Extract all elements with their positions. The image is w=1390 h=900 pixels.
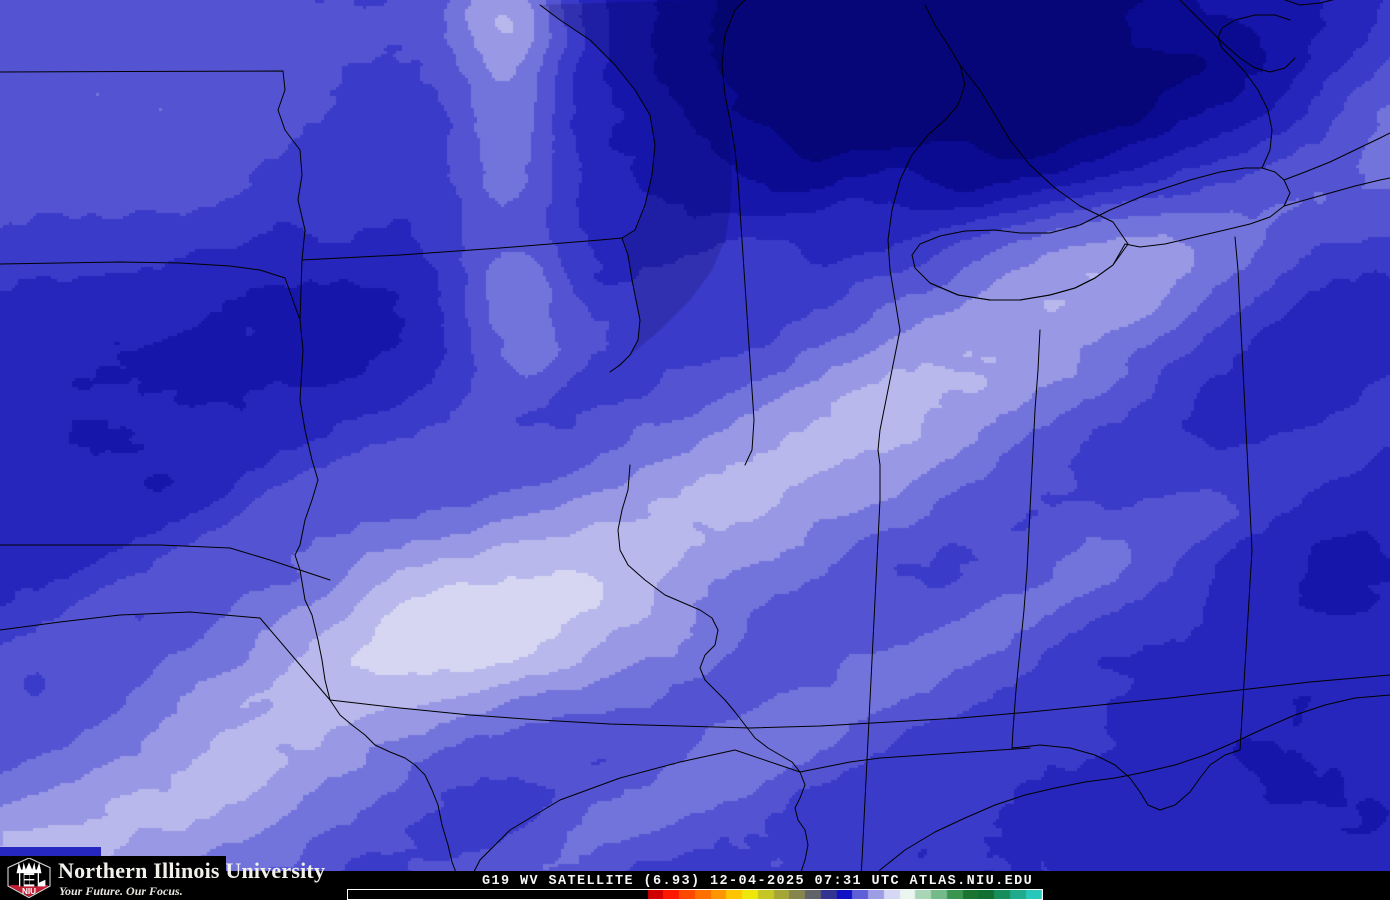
svg-text:NIU: NIU	[22, 887, 36, 896]
